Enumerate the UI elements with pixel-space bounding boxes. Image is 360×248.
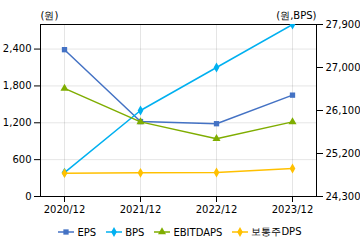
svg-text:2021/12: 2021/12	[120, 204, 162, 215]
html-text:EBITDAPS: EBITDAPS	[173, 226, 223, 238]
svg-text:(원): (원)	[41, 10, 59, 21]
html-text:보통주DPS: 보통주DPS	[251, 226, 302, 237]
html-text:BPS: BPS	[125, 226, 145, 238]
svg-text:26,100: 26,100	[326, 105, 360, 116]
svg-text:2022/12: 2022/12	[196, 204, 238, 215]
svg-text:1,200: 1,200	[3, 117, 32, 128]
svg-text:(원,BPS): (원,BPS)	[276, 10, 316, 21]
svg-text:1,800: 1,800	[3, 80, 32, 91]
svg-text:2,400: 2,400	[3, 43, 32, 54]
svg-text:2020/12: 2020/12	[44, 204, 86, 215]
svg-text:600: 600	[12, 154, 31, 165]
svg-text:2023/12: 2023/12	[272, 204, 314, 215]
html-text:EPS: EPS	[77, 226, 97, 238]
svg-text:24,300: 24,300	[326, 191, 360, 202]
svg-text:27,900: 27,900	[326, 19, 360, 30]
svg-text:25,200: 25,200	[326, 148, 360, 159]
svg-text:0: 0	[25, 191, 31, 202]
svg-text:27,000: 27,000	[326, 62, 360, 73]
